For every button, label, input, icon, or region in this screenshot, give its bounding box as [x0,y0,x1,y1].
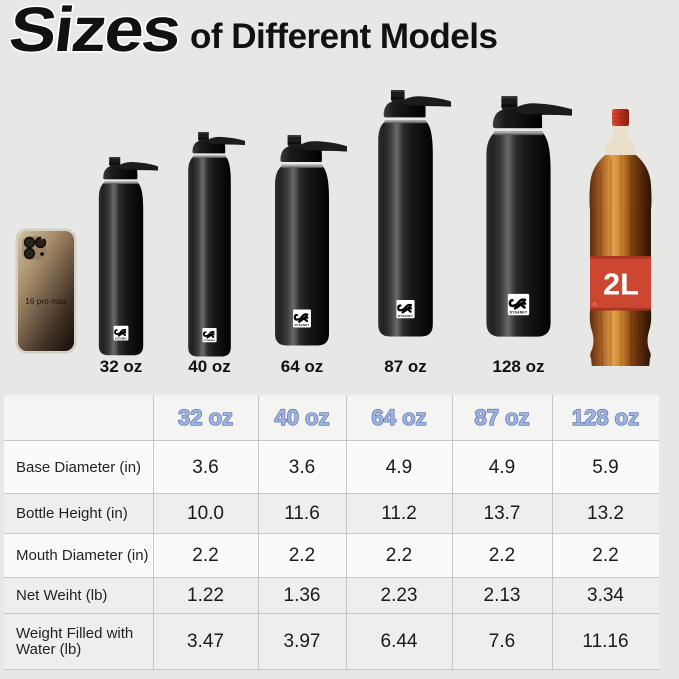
svg-text:DYSANKY: DYSANKY [510,311,528,315]
svg-text:DYSANKY: DYSANKY [204,339,216,342]
svg-text:DYSANKY: DYSANKY [398,314,413,318]
svg-text:DYSANKY: DYSANKY [115,337,128,340]
svg-text:16 pro max: 16 pro max [25,296,67,306]
svg-text:2L: 2L [592,301,598,306]
svg-text:DYSANKY: DYSANKY [295,323,310,327]
svg-text:2L: 2L [603,267,639,302]
